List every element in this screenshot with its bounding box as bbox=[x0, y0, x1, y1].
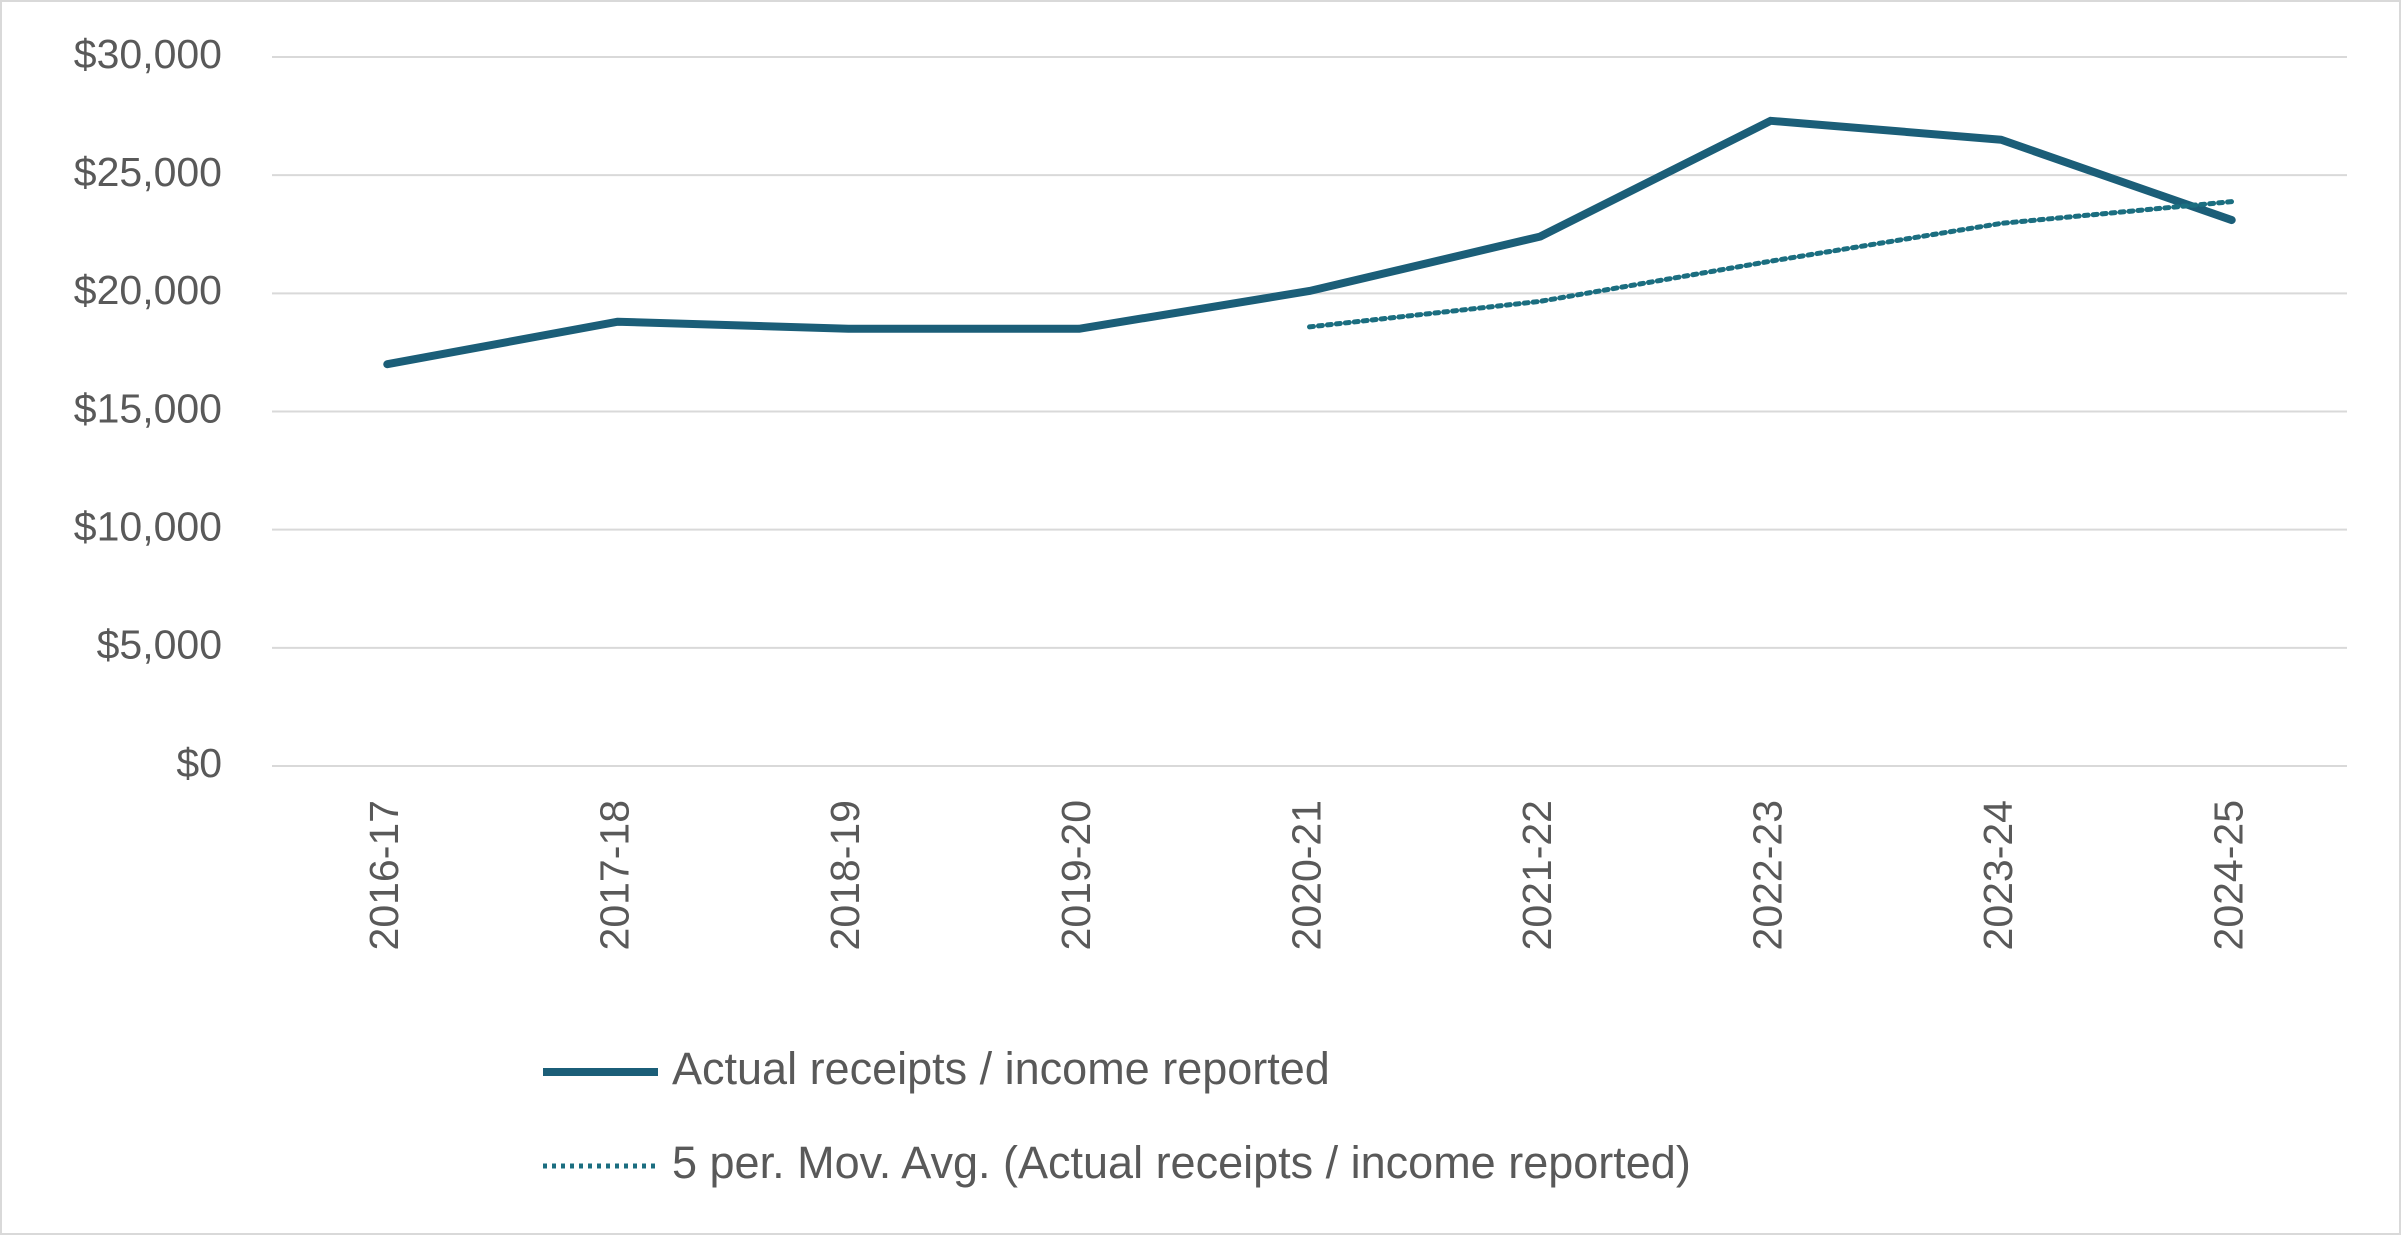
legend-label: 5 per. Mov. Avg. (Actual receipts / inco… bbox=[672, 1137, 1691, 1188]
x-tick-label: 2020-21 bbox=[1283, 800, 1329, 950]
y-tick-label: $15,000 bbox=[74, 385, 222, 431]
y-tick-label: $20,000 bbox=[74, 267, 222, 313]
y-tick-label: $30,000 bbox=[74, 31, 222, 77]
x-tick-label: 2016-17 bbox=[361, 800, 407, 950]
y-tick-label: $5,000 bbox=[97, 622, 222, 668]
x-tick-label: 2022-23 bbox=[1744, 800, 1790, 950]
x-tick-label: 2023-24 bbox=[1975, 800, 2021, 950]
y-tick-label: $0 bbox=[176, 740, 222, 786]
x-tick-label: 2019-20 bbox=[1053, 800, 1099, 950]
x-tick-label: 2024-25 bbox=[2206, 800, 2252, 950]
legend-label: Actual receipts / income reported bbox=[672, 1043, 1330, 1094]
y-tick-label: $25,000 bbox=[74, 149, 222, 195]
x-tick-label: 2018-19 bbox=[822, 800, 868, 950]
series-line bbox=[383, 116, 2236, 369]
x-tick-label: 2021-22 bbox=[1514, 800, 1560, 950]
series-line bbox=[1307, 199, 2235, 330]
x-tick-label: 2017-18 bbox=[592, 800, 638, 950]
y-tick-label: $10,000 bbox=[74, 503, 222, 549]
